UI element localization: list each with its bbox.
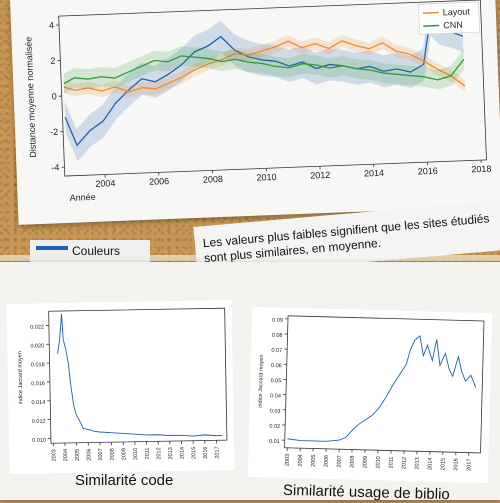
x-tick-label: 2012 <box>401 457 407 469</box>
x-tick-label: 2014 <box>364 168 384 179</box>
y-tick-label: 0.03 <box>270 408 281 414</box>
legend-swatch-couleurs <box>36 246 68 250</box>
x-tick-label: 2011 <box>388 457 394 469</box>
y-tick-label: 2 <box>50 56 55 66</box>
code-similarity-caption: Similarité code <box>75 472 173 489</box>
y-tick-label: 0.06 <box>271 363 282 369</box>
x-tick-label: 2016 <box>203 446 209 458</box>
similarity-charts-paper: 0.022 0.020 0.018 0.016 0.014 0.012 0.010 2003 2… <box>0 262 500 500</box>
x-tick-label: 2010 <box>256 172 276 183</box>
x-tick-label: 2004 <box>95 178 115 189</box>
y-tick-label: 0.08 <box>272 333 283 339</box>
x-tick-label: 2010 <box>133 448 139 460</box>
y-tick-label: -4 <box>51 162 59 172</box>
x-tick-label: 2015 <box>440 458 446 470</box>
y-tick-label: 0.014 <box>31 400 45 406</box>
x-tick-label: 2005 <box>311 454 317 466</box>
y-axis-label: indice Jaccard moyen <box>17 351 24 404</box>
plot-frame <box>285 316 484 453</box>
series-line-series <box>287 333 477 446</box>
x-tick-label: 2004 <box>63 449 69 461</box>
x-tick-label: 2006 <box>324 455 330 467</box>
series-line-series <box>57 311 222 438</box>
x-tick-label: 2018 <box>471 164 491 175</box>
x-tick-label: 2015 <box>191 447 197 459</box>
x-tick-label: 2013 <box>414 457 420 469</box>
x-axis-label: Année <box>69 192 95 203</box>
y-axis-label: Distance moyenne normalisée <box>23 37 38 158</box>
y-tick-label: -2 <box>50 127 58 137</box>
x-tick-label: 2007 <box>98 448 104 460</box>
y-tick-label: 4 <box>49 20 54 30</box>
x-tick-label: 2006 <box>149 176 169 187</box>
y-axis-label: indice Jaccard moyen <box>258 354 265 407</box>
x-tick-label: 2014 <box>427 458 433 470</box>
y-tick-label: 0.016 <box>31 381 45 387</box>
code-similarity-panel: 0.022 0.020 0.018 0.016 0.014 0.012 0.010 2003 2… <box>7 300 235 474</box>
y-tick-label: 0.018 <box>31 362 45 368</box>
x-tick-label: 2005 <box>75 449 81 461</box>
x-tick-label: 2006 <box>86 449 92 461</box>
x-tick-label: 2009 <box>362 456 368 468</box>
y-tick-label: 0.012 <box>32 419 46 425</box>
x-tick-label: 2013 <box>168 447 174 459</box>
x-tick-label: 2008 <box>203 174 223 185</box>
x-tick-label: 2016 <box>418 166 438 177</box>
y-tick-label: 0.07 <box>271 348 282 354</box>
x-tick-label: 2004 <box>298 454 304 466</box>
legend-label-couleurs: Couleurs <box>72 244 120 258</box>
y-tick-label: 0.04 <box>270 393 281 399</box>
x-tick-label: 2016 <box>453 458 459 470</box>
x-tick-label: 2017 <box>466 459 472 471</box>
distance-chart: 4 2 0 -2 -4 2004 2006 2008 2010 2012 2014 2016 2018 D… <box>10 0 500 225</box>
legend-swatch-layout <box>423 13 439 14</box>
y-tick-label: 0.010 <box>32 438 46 444</box>
x-tick-label: 2012 <box>156 447 162 459</box>
x-tick-label: 2012 <box>310 170 330 181</box>
x-tick-label: 2008 <box>350 455 356 467</box>
plot-frame <box>49 308 227 443</box>
y-tick-label: 0.020 <box>30 343 44 349</box>
y-tick-label: 0.01 <box>269 439 280 445</box>
library-similarity-panel: 0.09 0.08 0.07 0.06 0.05 0.04 0.03 0.02 0.01 2003… <box>248 307 492 483</box>
distance-chart-paper: 4 2 0 -2 -4 2004 2006 2008 2010 2012 2014 2016 2018 D… <box>10 0 500 225</box>
legend-label-layout: Layout <box>443 6 471 17</box>
x-tick-label: 2007 <box>337 455 343 467</box>
legend-swatch-cnn <box>423 26 439 27</box>
x-tick-label: 2009 <box>121 448 127 460</box>
y-tick-label: 0.05 <box>271 378 282 384</box>
code-similarity-chart: 0.022 0.020 0.018 0.016 0.014 0.012 0.010 2003 2… <box>7 300 235 474</box>
x-tick-label: 2010 <box>375 456 381 468</box>
x-tick-label: 2014 <box>180 447 186 459</box>
y-tick-label: 0.022 <box>30 324 44 330</box>
x-tick-label: 2003 <box>51 449 57 461</box>
library-similarity-chart: 0.09 0.08 0.07 0.06 0.05 0.04 0.03 0.02 0.01 2003… <box>248 307 492 483</box>
x-tick-label: 2008 <box>110 448 116 460</box>
legend-label-cnn: CNN <box>443 20 463 31</box>
x-tick-label: 2003 <box>285 454 291 466</box>
y-tick-label: 0 <box>52 91 57 101</box>
x-tick-label: 2017 <box>214 446 220 458</box>
y-tick-label: 0.09 <box>272 317 283 323</box>
y-tick-label: 0.02 <box>269 424 280 430</box>
x-tick-label: 2011 <box>145 447 151 459</box>
